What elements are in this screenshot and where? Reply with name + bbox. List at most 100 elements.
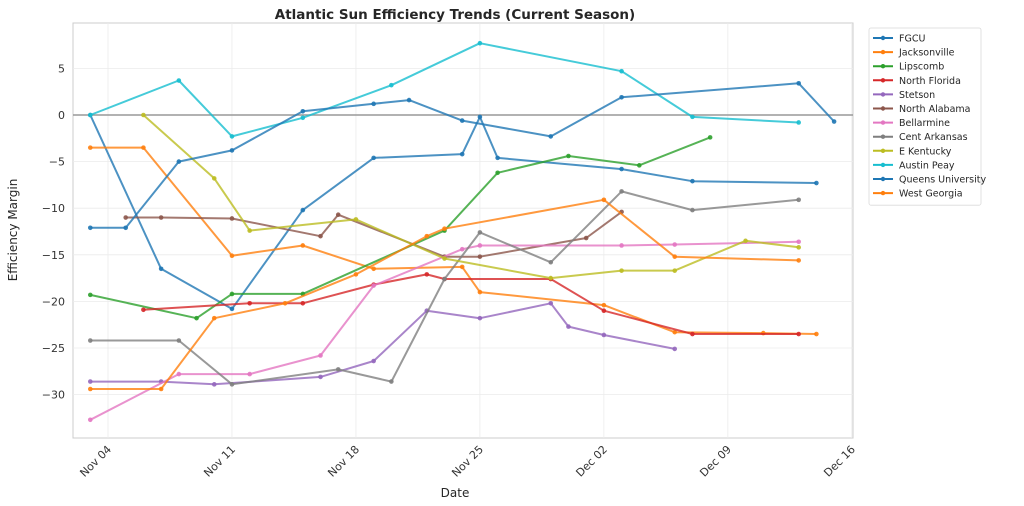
data-point: [353, 272, 359, 277]
data-point: [158, 386, 164, 392]
x-tick-label: Nov 25: [449, 443, 486, 480]
data-point: [176, 78, 182, 83]
data-point: [318, 233, 323, 239]
legend-swatch-marker: [880, 162, 886, 168]
legend-label: Lipscomb: [899, 62, 944, 73]
legend-item: Cent Arkansas: [873, 132, 968, 143]
legend-item: FGCU: [873, 34, 925, 45]
plot-area: [72, 22, 854, 439]
data-point: [424, 272, 430, 277]
data-point: [158, 266, 164, 272]
data-point: [583, 235, 589, 241]
data-point: [796, 197, 801, 203]
data-point: [87, 338, 93, 343]
series-bellarmine: [87, 239, 801, 423]
series-jacksonville: [87, 145, 819, 337]
data-point: [477, 254, 483, 259]
legend-label: North Alabama: [899, 104, 970, 115]
data-point: [548, 300, 554, 306]
x-axis-ticks: Nov 04 Nov 11 Nov 18 Nov 25 Dec 02 Dec 09 Dec …: [77, 443, 858, 480]
data-point: [442, 276, 447, 282]
data-point: [619, 243, 624, 248]
data-point: [831, 119, 837, 124]
legend-swatch-marker: [880, 63, 886, 69]
data-point: [477, 289, 483, 295]
legend-swatch-marker: [880, 78, 886, 83]
legend-item: West Georgia: [873, 189, 963, 200]
legend-item: E Kentucky: [873, 146, 952, 157]
series-line-e-kentucky: [142, 114, 799, 280]
y-tick-label: −30: [42, 389, 65, 402]
legend: FGCU Jacksonville Lipscomb North Florida Ste…: [868, 27, 986, 206]
chart-title: Atlantic Sun Efficiency Trends (Current …: [275, 7, 635, 23]
data-point: [318, 353, 323, 358]
data-point: [690, 331, 695, 337]
data-point: [566, 153, 571, 159]
data-point: [371, 266, 376, 272]
data-point: [477, 243, 483, 248]
data-point: [211, 382, 217, 387]
legend-label: West Georgia: [899, 189, 963, 200]
data-point: [672, 346, 678, 352]
data-point: [796, 120, 801, 125]
data-point: [318, 374, 323, 380]
series-west-georgia: [87, 197, 801, 392]
series-austin-peay: [87, 40, 801, 139]
legend-item: Stetson: [873, 90, 935, 101]
data-point: [123, 215, 129, 220]
legend-swatch-marker: [880, 49, 886, 55]
data-point: [619, 166, 624, 172]
data-point: [335, 212, 341, 218]
data-point: [459, 118, 465, 123]
data-point: [229, 216, 235, 221]
data-point: [389, 379, 394, 384]
legend-item: Austin Peay: [873, 160, 955, 171]
data-point: [87, 386, 93, 392]
data-point: [672, 329, 678, 335]
legend-label: E Kentucky: [899, 146, 952, 157]
y-tick-label: −25: [42, 342, 65, 355]
legend-swatch-marker: [880, 176, 886, 182]
data-point: [87, 112, 93, 118]
y-tick-label: −20: [42, 295, 65, 308]
y-tick-label: −5: [49, 156, 65, 169]
data-point: [247, 228, 252, 233]
data-point: [211, 176, 217, 181]
legend-swatch-marker: [880, 35, 886, 41]
data-point: [796, 239, 801, 245]
data-point: [371, 101, 376, 107]
legend-swatch-marker: [880, 106, 886, 111]
legend-label: North Florida: [899, 76, 961, 87]
data-point: [548, 134, 554, 139]
data-point: [141, 307, 146, 313]
data-point: [300, 115, 306, 121]
x-tick-label: Nov 18: [325, 443, 362, 480]
data-point: [87, 225, 93, 231]
data-point: [247, 300, 252, 306]
data-point: [371, 155, 376, 161]
series-line-bellarmine: [89, 240, 799, 421]
data-point: [459, 151, 465, 157]
data-point: [300, 243, 306, 248]
x-axis-label: Date: [441, 486, 470, 500]
legend-box: [868, 27, 982, 206]
data-point: [459, 246, 465, 252]
data-point: [601, 308, 607, 314]
data-point: [406, 97, 412, 103]
data-point: [477, 315, 483, 321]
data-point: [548, 275, 554, 281]
data-point: [389, 82, 394, 88]
series-line-north-florida: [143, 273, 799, 335]
data-point: [353, 217, 359, 222]
data-point: [796, 245, 801, 250]
data-point: [619, 268, 624, 273]
series-line-queens-university: [90, 82, 835, 229]
data-point: [371, 283, 376, 288]
data-point: [371, 358, 376, 364]
data-point: [87, 417, 93, 423]
legend-label: Jacksonville: [898, 48, 955, 59]
data-point: [495, 155, 500, 161]
data-point: [176, 338, 182, 343]
data-point: [229, 306, 235, 312]
